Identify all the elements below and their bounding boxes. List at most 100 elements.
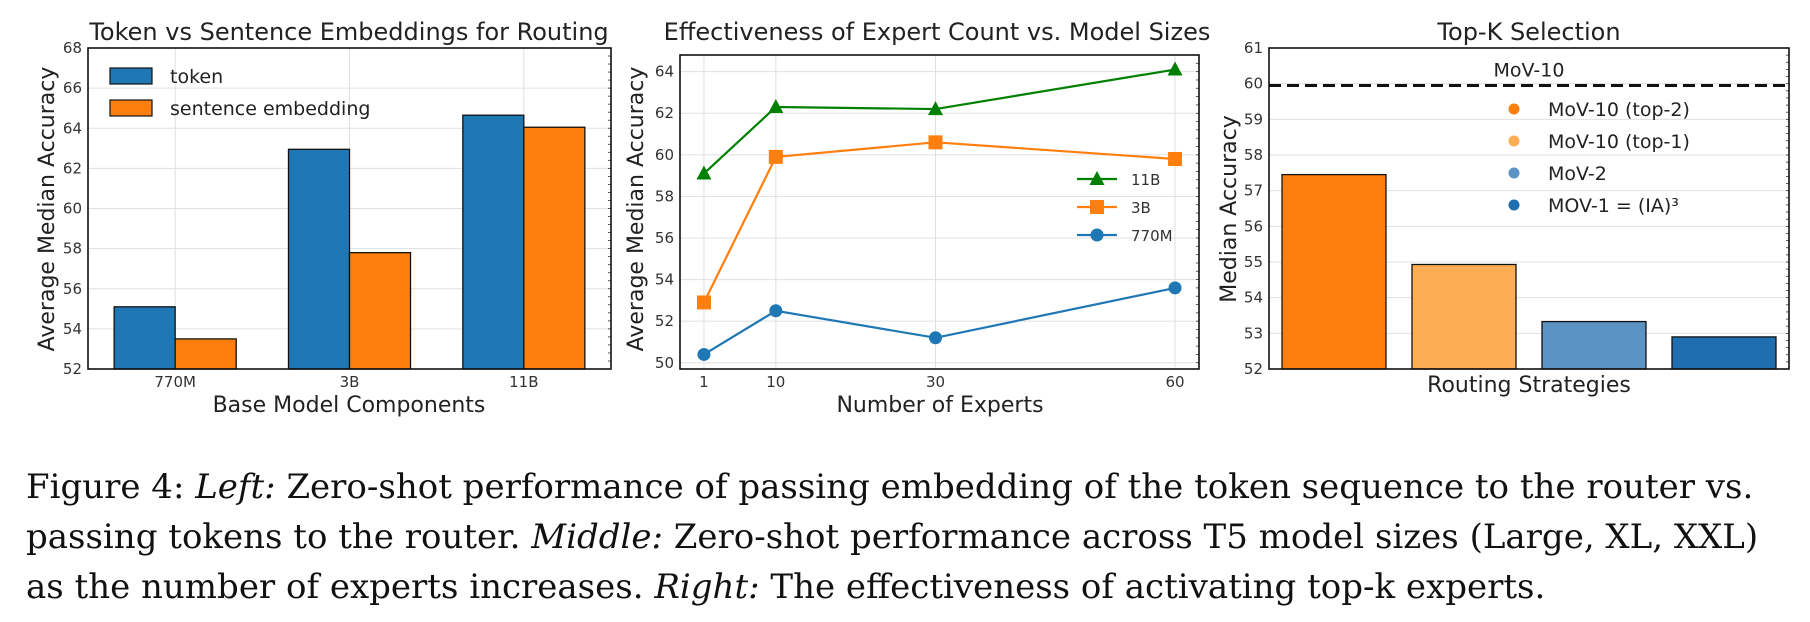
bar-0 — [1281, 173, 1387, 370]
y-tick-label: 68 — [63, 39, 82, 57]
legend-label: MOV-1 = (IA)³ — [1548, 195, 1679, 217]
y-tick-label: 56 — [655, 229, 674, 247]
chart-right-title: Top-K Selection — [1436, 18, 1620, 46]
line-3B — [702, 141, 1176, 303]
point-770M-30 — [929, 331, 943, 345]
chart-left-title: Token vs Sentence Embeddings for Routing — [88, 18, 608, 46]
legend-label: MoV-10 (top-1) — [1548, 131, 1690, 153]
point-3B-30 — [928, 135, 943, 150]
y-tick-label: 60 — [1244, 75, 1263, 93]
bar-3 — [1671, 336, 1777, 370]
chart-middle-title: Effectiveness of Expert Count vs. Model … — [664, 18, 1211, 46]
x-tick-label: 3B — [340, 373, 360, 391]
legend-dot — [1508, 135, 1520, 147]
x-tick-label: 11B — [509, 373, 538, 391]
legend-label: sentence embedding — [170, 98, 370, 120]
chart-left-xlabel: Base Model Components — [213, 393, 486, 418]
bar-sentence-embedding-770M — [174, 338, 237, 370]
bar-token-3B — [287, 148, 351, 370]
y-tick-label: 58 — [655, 187, 674, 205]
chart-right-xlabel: Routing Strategies — [1427, 373, 1631, 398]
point-11B-60 — [1167, 61, 1183, 76]
bar-2 — [1541, 320, 1647, 370]
plot-frame — [87, 47, 612, 370]
legend-label: 11B — [1131, 171, 1160, 189]
y-tick-label: 52 — [1244, 360, 1263, 378]
bar-sentence-embedding-11B — [523, 126, 586, 370]
bar-1 — [1411, 263, 1517, 370]
point-770M-60 — [1168, 281, 1182, 295]
plot-frame — [1268, 47, 1790, 370]
x-tick-label: 770M — [154, 373, 196, 391]
y-tick-label: 56 — [1244, 217, 1263, 235]
caption-right-label: Right: — [654, 567, 760, 607]
legend-dot — [1508, 199, 1520, 211]
y-tick-label: 66 — [63, 79, 82, 97]
caption-middle-label: Middle: — [531, 517, 663, 557]
legend-label: token — [170, 66, 223, 88]
legend-label: 3B — [1131, 199, 1151, 217]
y-tick-label: 56 — [63, 280, 82, 298]
y-tick-label: 54 — [655, 271, 674, 289]
chart-left: Token vs Sentence Embeddings for Routing… — [35, 18, 612, 418]
caption-middle-text: Zero-shot performance across T5 model si… — [26, 517, 1759, 607]
bar-token-11B — [462, 114, 525, 370]
legend-swatch — [109, 67, 153, 85]
y-tick-label: 61 — [1244, 39, 1263, 57]
point-770M-1 — [697, 347, 711, 361]
legend-label: MoV-2 — [1548, 163, 1607, 185]
point-11B-10 — [768, 98, 784, 113]
point-11B-1 — [696, 165, 712, 180]
chart-left-ylabel: Average Median Accuracy — [35, 67, 60, 352]
y-tick-label: 53 — [1244, 324, 1263, 342]
reference-line-label: MoV-10 — [1494, 59, 1565, 81]
y-tick-label: 57 — [1244, 182, 1263, 200]
legend-dot — [1508, 103, 1520, 115]
legend-marker — [1089, 171, 1105, 185]
y-tick-label: 60 — [63, 200, 82, 218]
point-3B-60 — [1168, 151, 1183, 166]
y-tick-label: 59 — [1244, 110, 1263, 128]
y-tick-label: 58 — [1244, 146, 1263, 164]
y-tick-label: 50 — [655, 354, 674, 372]
y-tick-label: 58 — [63, 240, 82, 258]
chart-middle: Effectiveness of Expert Count vs. Model … — [624, 18, 1210, 418]
chart-middle-xlabel: Number of Experts — [836, 393, 1043, 418]
y-tick-label: 52 — [63, 360, 82, 378]
chart-middle-ylabel: Average Median Accuracy — [624, 67, 649, 352]
point-770M-10 — [769, 304, 783, 318]
legend-dot — [1508, 167, 1520, 179]
y-tick-label: 62 — [63, 159, 82, 177]
y-tick-label: 62 — [655, 104, 674, 122]
chart-right: Top-K Selection Routing Strategies Media… — [1217, 18, 1790, 398]
chart-right-ylabel: Median Accuracy — [1217, 115, 1242, 302]
caption-figure-label: Figure 4: — [26, 467, 185, 507]
figure: Token vs Sentence Embeddings for Routing… — [35, 18, 1790, 418]
caption-left-label: Left: — [195, 467, 276, 507]
point-3B-1 — [696, 295, 711, 310]
x-tick-label: 1 — [699, 373, 709, 391]
legend-swatch — [109, 99, 153, 117]
x-tick-label: 30 — [926, 373, 945, 391]
y-tick-label: 54 — [1244, 289, 1263, 307]
x-tick-label: 60 — [1165, 373, 1184, 391]
point-11B-30 — [928, 101, 944, 116]
bar-token-770M — [113, 306, 176, 370]
point-3B-10 — [768, 149, 783, 164]
caption-right-text: The effectiveness of activating top-k ex… — [770, 567, 1546, 607]
legend-marker — [1090, 200, 1104, 214]
plot-frame — [679, 54, 1200, 370]
y-tick-label: 64 — [655, 63, 674, 81]
line-11B — [703, 68, 1176, 175]
y-tick-label: 54 — [63, 320, 82, 338]
caption-left-text: Zero-shot performance of passing embeddi… — [26, 467, 1754, 557]
y-tick-label: 64 — [63, 119, 82, 137]
line-770M — [703, 286, 1176, 356]
legend-label: 770M — [1131, 227, 1173, 245]
figure-caption: Figure 4: Left: Zero-shot performance of… — [26, 462, 1806, 612]
x-tick-label: 10 — [766, 373, 785, 391]
bar-sentence-embedding-3B — [348, 251, 412, 370]
legend-marker — [1090, 228, 1104, 242]
y-tick-label: 60 — [655, 146, 674, 164]
y-tick-label: 55 — [1244, 253, 1263, 271]
